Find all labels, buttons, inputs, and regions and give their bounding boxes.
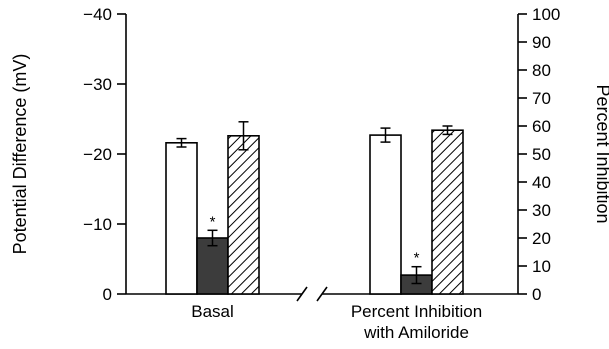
right-tick-label: 60 — [532, 117, 551, 136]
category-label: Basal — [191, 302, 234, 321]
right-tick-label: 30 — [532, 201, 551, 220]
y-axis-title: Potential Difference (mV) — [10, 54, 30, 255]
right-tick-label: 50 — [532, 145, 551, 164]
labels: Potential Difference (mV) Percent Inhibit… — [10, 54, 609, 342]
significance-marker: * — [210, 213, 216, 230]
axis-break-mark — [316, 286, 328, 302]
axes: 0 −10 −20 −30 −40 0 10 20 30 40 50 60 70 80 90 100 — [83, 5, 560, 304]
bar-hatched — [431, 129, 464, 295]
bar-white — [369, 134, 402, 295]
category-label: with Amiloride — [363, 323, 469, 342]
category-label: Percent Inhibition — [351, 302, 482, 321]
left-tick-label: −20 — [83, 145, 112, 164]
bar-white — [165, 142, 198, 295]
significance-marker: * — [414, 250, 420, 267]
right-tick-label: 40 — [532, 173, 551, 192]
left-tick-label: −10 — [83, 215, 112, 234]
left-tick-label: 0 — [103, 285, 112, 304]
right-tick-label: 0 — [532, 285, 541, 304]
left-tick-label: −40 — [83, 5, 112, 24]
right-tick-label: 70 — [532, 89, 551, 108]
right-tick-label: 10 — [532, 257, 551, 276]
left-tick-label: −30 — [83, 75, 112, 94]
bar-dark — [196, 237, 229, 295]
right-tick-label: 20 — [532, 229, 551, 248]
right-tick-label: 90 — [532, 33, 551, 52]
axis-break-mark — [296, 286, 308, 302]
bar-hatched — [227, 135, 260, 295]
bars — [165, 121, 464, 295]
right-tick-label: 80 — [532, 61, 551, 80]
y2-axis-title: Percent Inhibition — [593, 84, 609, 223]
right-tick-label: 100 — [532, 5, 560, 24]
